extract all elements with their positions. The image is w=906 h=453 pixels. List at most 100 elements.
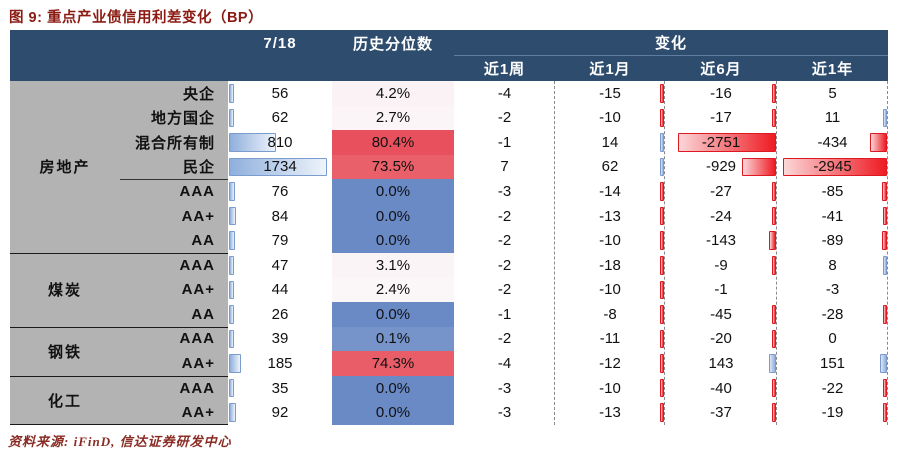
- percentile-cell: 4.2%: [332, 81, 454, 106]
- change-cell: -41: [777, 204, 888, 229]
- change-cell: -2: [454, 204, 555, 229]
- spread-cell: 62: [228, 106, 332, 131]
- table-header: 7/18 历史分位数 变化 近1周 近1月 近6月 近1年: [10, 30, 888, 81]
- negative-change-bar: [772, 206, 776, 226]
- cell-value: -19: [821, 404, 844, 422]
- spread-cell: 79: [228, 228, 332, 253]
- cell-value: 185: [267, 354, 293, 372]
- negative-change-bar: [772, 255, 776, 275]
- change-cell: -19: [777, 400, 888, 425]
- table-row: AA+ 44 2.4% -2 -10 -1 -3: [10, 277, 888, 303]
- negative-change-bar: [660, 182, 664, 201]
- percentile-cell: 0.0%: [332, 302, 454, 327]
- table-row: 地方国企 62 2.7% -2 -10 -17 11: [10, 105, 888, 131]
- change-cell: -45: [665, 302, 777, 327]
- cell-value: AAA: [179, 256, 215, 274]
- change-cell: -143: [665, 228, 777, 253]
- change-cell: -11: [555, 327, 665, 352]
- cell-value: -1: [497, 133, 512, 151]
- column-dashed-divider: [887, 81, 888, 425]
- cell-value: 56: [271, 84, 289, 102]
- sublabel-underline: [120, 179, 228, 181]
- negative-change-bar: [772, 329, 776, 349]
- change-cell: 143: [665, 351, 777, 376]
- cell-value: -3: [497, 379, 512, 397]
- column-dashed-divider: [554, 81, 555, 425]
- negative-change-bar: [882, 182, 887, 201]
- spread-cell: 35: [228, 376, 332, 401]
- negative-change-bar: [883, 378, 887, 398]
- change-cell: -3: [777, 278, 888, 303]
- cell-value: AA: [191, 232, 215, 250]
- row-label: AA+: [10, 204, 228, 229]
- spread-table: 7/18 历史分位数 变化 近1周 近1月 近6月 近1年 央企 56 4.2% -4…: [10, 30, 888, 425]
- cell-value: 0.0%: [375, 207, 411, 225]
- cell-value: -41: [821, 207, 844, 225]
- percentile-cell: 0.0%: [332, 375, 454, 401]
- cell-value: 11: [824, 109, 841, 127]
- cell-value: -18: [599, 256, 621, 274]
- spread-data-bar: [229, 182, 236, 201]
- cell-value: -2751: [701, 133, 741, 151]
- group-column-bottom-border: [10, 423, 228, 425]
- negative-change-bar: [660, 329, 664, 349]
- change-cell: -10: [555, 228, 665, 253]
- cell-value: -8: [603, 305, 617, 323]
- cell-value: 62: [601, 158, 619, 176]
- cell-value: 26: [271, 305, 289, 323]
- header-spacer: [10, 30, 228, 56]
- spread-data-bar: [229, 206, 236, 226]
- cell-value: -10: [599, 232, 621, 250]
- group-label: 钢铁: [47, 343, 82, 361]
- change-cell: -85: [777, 179, 888, 204]
- row-label: 民企: [10, 155, 228, 180]
- row-label: 混合所有制: [10, 130, 228, 155]
- header-spacer2: [10, 56, 454, 81]
- cell-value: -1: [497, 305, 512, 323]
- cell-value: AA+: [181, 207, 215, 225]
- cell-value: -11: [599, 330, 621, 348]
- cell-value: -9: [714, 256, 728, 274]
- column-dashed-divider: [776, 81, 777, 425]
- cell-value: -2945: [813, 158, 852, 176]
- cell-value: -28: [821, 305, 844, 323]
- header-1week: 近1周: [483, 61, 526, 78]
- cell-value: AAA: [179, 183, 215, 201]
- percentile-cell: 73.5%: [332, 154, 454, 180]
- header-percentile: 历史分位数: [352, 35, 433, 53]
- change-cell: -13: [555, 400, 665, 425]
- row-label: 地方国企: [10, 106, 228, 131]
- change-cell: -3: [454, 400, 555, 425]
- cell-value: -2: [497, 109, 512, 127]
- change-cell: 62: [555, 155, 665, 180]
- cell-value: -17: [710, 109, 732, 127]
- spread-data-bar: [229, 157, 327, 177]
- row-label: AAA: [10, 376, 228, 401]
- cell-value: 0: [828, 330, 837, 348]
- cell-value: -45: [710, 305, 732, 323]
- change-cell: 5: [777, 81, 888, 106]
- cell-value: -85: [821, 183, 844, 201]
- cell-value: 0.1%: [375, 330, 411, 348]
- cell-value: -12: [599, 354, 621, 372]
- spread-cell: 92: [228, 400, 332, 425]
- negative-change-bar: [660, 378, 664, 398]
- cell-value: 74.3%: [371, 354, 415, 372]
- negative-change-bar: [772, 108, 776, 128]
- cell-value: 810: [267, 133, 293, 151]
- cell-value: 0.0%: [375, 305, 411, 323]
- negative-change-bar: [772, 305, 776, 324]
- group-column-background: [10, 81, 228, 425]
- cell-value: -3: [497, 183, 512, 201]
- cell-value: 92: [271, 404, 289, 422]
- negative-change-bar: [783, 157, 887, 177]
- change-cell: -22: [777, 376, 888, 401]
- cell-value: AA: [191, 305, 215, 323]
- table-row: AAA 39 0.1% -2 -11 -20 0: [10, 326, 888, 352]
- cell-value: -2: [497, 232, 512, 250]
- cell-value: AA+: [181, 281, 215, 299]
- cell-value: 73.5%: [371, 158, 415, 176]
- percentile-cell: 0.1%: [332, 326, 454, 352]
- change-cell: -2: [454, 278, 555, 303]
